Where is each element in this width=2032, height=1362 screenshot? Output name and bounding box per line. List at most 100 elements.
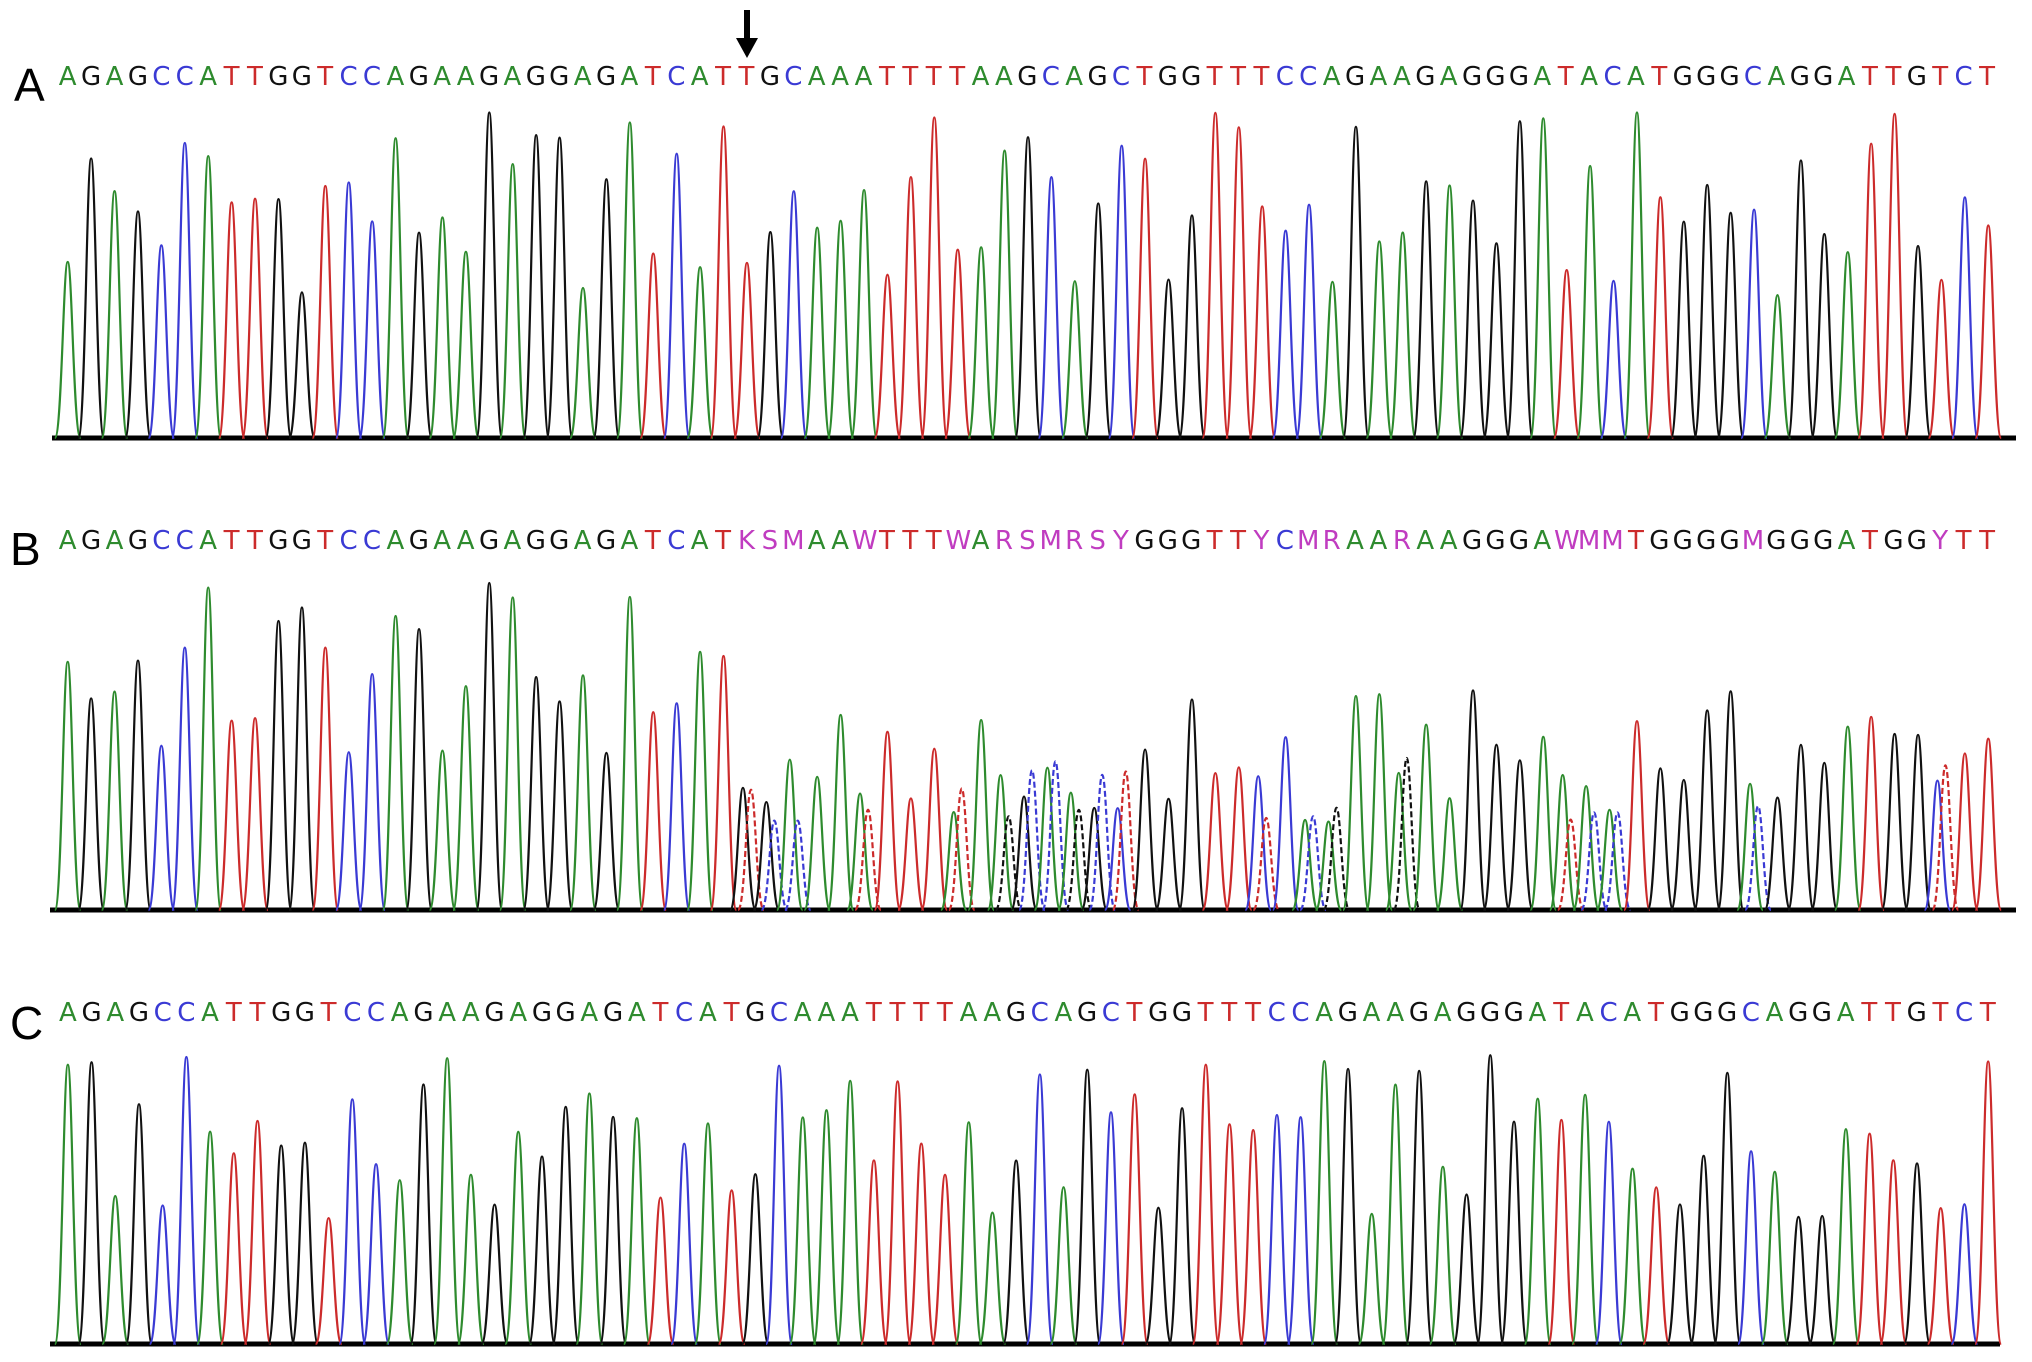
chromatogram-peak <box>381 137 410 440</box>
chromatogram-peak <box>1088 773 1117 912</box>
base-call-letter: G <box>127 526 148 556</box>
chromatogram-peak <box>1111 770 1140 912</box>
base-call-letter: A <box>817 998 836 1028</box>
chromatogram-peak <box>314 1216 343 1346</box>
base-call-letter: A <box>1065 62 1084 92</box>
base-call-letter: G <box>1811 998 1832 1028</box>
chromatogram-peak <box>480 1203 509 1346</box>
base-call-letter: A <box>1533 526 1552 556</box>
base-call-letter: G <box>291 526 312 556</box>
chromatogram-peak <box>1736 782 1765 912</box>
chromatogram-peak <box>622 1117 651 1346</box>
chromatogram-peak <box>147 744 176 912</box>
base-call-letter: A <box>573 526 592 556</box>
panel-label-b: B <box>10 523 41 575</box>
chromatogram-peak <box>1689 1154 1718 1346</box>
base-call-letter: A <box>461 998 480 1028</box>
chromatogram-peak <box>859 1159 889 1346</box>
chromatogram-peak <box>1646 767 1675 912</box>
chromatogram-peak <box>686 266 715 440</box>
chromatogram-peak <box>1950 1203 1979 1346</box>
chromatogram-peak <box>1904 733 1932 912</box>
chromatogram-peak <box>1322 806 1351 912</box>
chromatogram-peak <box>1314 820 1343 912</box>
base-call-letter: G <box>268 62 289 92</box>
base-call-letter: T <box>1979 526 1995 556</box>
base-call-letter: S <box>761 526 779 556</box>
base-call-letter: Y <box>1113 526 1129 556</box>
base-call-letter: G <box>1462 62 1483 92</box>
base-call-letter: A <box>1362 998 1381 1028</box>
chromatogram-peak <box>978 1211 1007 1346</box>
chromatogram-peak <box>1669 220 1698 440</box>
chromatogram-peak <box>850 188 879 440</box>
base-call-letter: A <box>433 62 452 92</box>
base-call-letter: A <box>1533 62 1552 92</box>
chromatogram-peak <box>760 819 789 912</box>
base-call-letter: S <box>1089 526 1106 556</box>
base-call-letter: T <box>715 526 732 556</box>
base-call-letter: A <box>503 526 522 556</box>
base-call-letter: G <box>1672 62 1693 92</box>
base-call-letter: A <box>1322 62 1341 92</box>
base-call-letter: A <box>971 62 990 92</box>
base-call-letter: T <box>247 526 263 556</box>
base-call-letter: G <box>81 526 102 556</box>
base-call-letter: G <box>759 62 780 92</box>
base-call-letter: T <box>1557 62 1574 92</box>
chromatogram-peak <box>194 154 223 440</box>
chromatogram-peak <box>1548 773 1577 912</box>
chromatogram-peak <box>219 1152 248 1346</box>
chromatogram-peak <box>147 244 176 440</box>
chromatogram-peak <box>1365 240 1394 440</box>
chromatogram-peak <box>1310 1060 1339 1346</box>
chromatogram-peak <box>170 646 199 912</box>
chromatogram-peak <box>592 178 621 440</box>
chromatogram-peak <box>1177 698 1206 912</box>
chromatogram-peak <box>456 1173 485 1346</box>
chromatogram-peak <box>615 121 644 440</box>
chromatogram-peak <box>1857 142 1886 440</box>
base-call-letter: A <box>690 62 709 92</box>
base-call-letter: M <box>782 526 805 556</box>
base-call-letter: M <box>1297 526 1320 556</box>
chromatogram-peak <box>77 1061 106 1346</box>
base-call-letter: G <box>1157 526 1178 556</box>
chromatogram-peak <box>967 246 996 440</box>
base-call-letter: A <box>1439 526 1458 556</box>
chromatogram-peak <box>1252 816 1281 912</box>
chromatogram-peak <box>1505 120 1534 440</box>
chromatogram-peak <box>873 730 902 912</box>
base-call-letter: T <box>1932 62 1949 92</box>
chromatogram-peak <box>1926 1207 1955 1346</box>
base-call-letter: C <box>1955 998 1974 1028</box>
base-call-letter: G <box>1171 998 1192 1028</box>
base-call-letter: T <box>738 62 755 92</box>
base-call-letter: A <box>807 62 826 92</box>
chromatogram-peak <box>990 149 1019 440</box>
base-call-letter: A <box>573 62 592 92</box>
chromatogram-peak <box>172 1055 201 1346</box>
chromatogram-peak <box>361 1163 391 1346</box>
base-call-letter: K <box>737 526 756 556</box>
base-call-letter: T <box>902 526 919 556</box>
chromatogram-peak <box>1552 269 1581 440</box>
chromatogram-peak <box>764 1064 794 1346</box>
base-call-letter: G <box>291 62 312 92</box>
chromatogram-peak <box>1740 208 1769 440</box>
base-call-letter: C <box>667 526 686 556</box>
base-call-letter: C <box>784 62 803 92</box>
base-call-letter: C <box>175 62 194 92</box>
base-call-letter: T <box>878 526 895 556</box>
chromatogram-peak <box>1618 1167 1647 1346</box>
base-call-letter: A <box>386 526 405 556</box>
chromatogram-peak <box>1923 779 1952 912</box>
base-call-letter: C <box>1603 62 1622 92</box>
chromatogram-peak <box>545 700 574 912</box>
base-call-letter: G <box>555 998 576 1028</box>
base-call-letter: C <box>152 526 171 556</box>
chromatogram-peak <box>1452 1193 1481 1346</box>
chromatogram-peak <box>1262 1113 1292 1346</box>
chromatogram-peak <box>846 792 875 912</box>
